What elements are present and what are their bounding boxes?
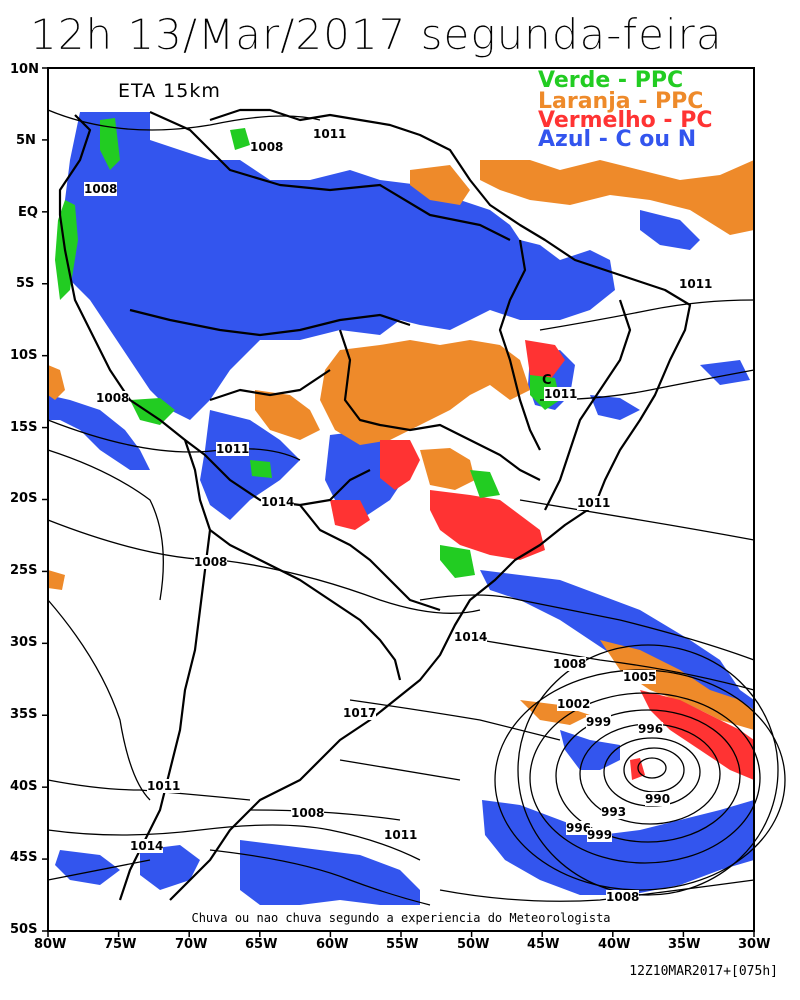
isobar-label: 1014: [454, 630, 488, 644]
isobar-label: 1008: [553, 657, 587, 671]
lon-label: 65W: [245, 937, 278, 952]
isobar-label: 990: [645, 792, 671, 806]
lon-label: 50W: [457, 937, 490, 952]
isobar-label: 1011: [384, 828, 418, 842]
legend-item-verde: Verde - PPC: [538, 68, 684, 93]
axis-ticks: [42, 67, 755, 937]
isobar-label: 999: [587, 828, 613, 842]
high-pressure-label: C: [542, 373, 552, 388]
legend-item-laranja: Laranja - PPC: [538, 89, 704, 114]
lat-label: 25S: [10, 563, 38, 578]
isobar-label: 1017: [343, 706, 377, 720]
lat-label: 35S: [10, 707, 38, 722]
lon-label: 45W: [527, 937, 560, 952]
lat-label: 45S: [10, 850, 38, 865]
isobar-label: 1011: [679, 277, 713, 291]
map-caption: Chuva ou nao chuva segundo a experiencia…: [191, 911, 611, 925]
isobar-label: 993: [601, 805, 627, 819]
country-borders: [58, 108, 692, 901]
lat-label: 30S: [10, 635, 38, 650]
lon-label: 60W: [316, 937, 349, 952]
lon-label: 30W: [738, 937, 771, 952]
lat-label: 20S: [10, 491, 38, 506]
isobar-label: 1008: [84, 182, 118, 196]
isobar-label: 1002: [557, 697, 591, 711]
forecast-run-label: 12Z10MAR2017+[075h]: [629, 964, 778, 979]
isobar-label: 1011: [313, 127, 347, 141]
lat-label: 50S: [10, 922, 38, 937]
lat-label: EQ: [18, 205, 38, 220]
legend-item-vermelho: Vermelho - PC: [538, 108, 713, 133]
model-label: ETA 15km: [118, 80, 221, 102]
isobar-label: 996: [638, 722, 664, 736]
isobar-label: 1008: [194, 555, 228, 569]
red-rain-regions: [330, 340, 754, 780]
isobar-label: 1011: [544, 387, 578, 401]
lon-label: 80W: [34, 937, 67, 952]
lat-label: 5N: [16, 133, 36, 148]
lon-label: 75W: [104, 937, 137, 952]
lat-label: 10N: [10, 62, 39, 77]
lon-label: 35W: [668, 937, 701, 952]
isobar-label: 1008: [291, 806, 325, 820]
lat-label: 10S: [10, 348, 38, 363]
map-title: 12h 13/Mar/2017 segunda-feira: [30, 10, 723, 59]
lon-label: 70W: [175, 937, 208, 952]
isobar-label: 1014: [130, 839, 164, 853]
isobar-label: 1008: [250, 140, 284, 154]
lon-label: 55W: [386, 937, 419, 952]
isobar-label: 999: [586, 715, 612, 729]
lat-label: 15S: [10, 420, 38, 435]
isobar-label: 1005: [623, 670, 657, 684]
lon-label: 40W: [598, 937, 631, 952]
isobar-label: 996: [566, 821, 592, 835]
orange-rain-regions: [48, 160, 754, 730]
isobar-label: 1011: [147, 779, 181, 793]
isobar-label: 1008: [96, 391, 130, 405]
isobar-label: 1011: [577, 496, 611, 510]
lat-label: 5S: [16, 276, 35, 291]
isobar-label: 1008: [606, 890, 640, 904]
lat-label: 40S: [10, 779, 38, 794]
isobar-label: 1014: [261, 495, 295, 509]
legend-item-azul: Azul - C ou N: [538, 127, 697, 152]
isobar-label: 1011: [216, 442, 250, 456]
